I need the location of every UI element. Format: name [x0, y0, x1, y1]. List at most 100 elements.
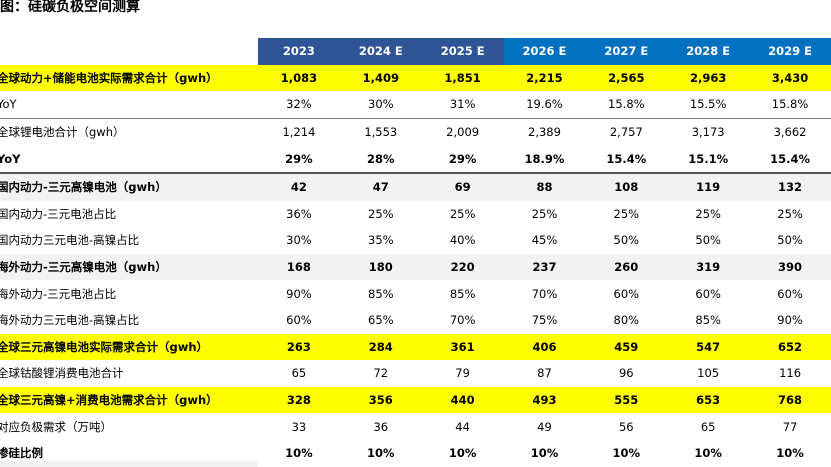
table-cell: 10%	[448, 446, 477, 461]
table-cell: 2,565	[585, 64, 668, 92]
table-cell: 32%	[286, 97, 312, 112]
table-cell: 47	[339, 171, 422, 201]
table-cell: 42	[258, 171, 340, 201]
column-header: 2025 E	[421, 38, 504, 65]
table-cell: 260	[585, 253, 668, 281]
table-cell: 1,409	[339, 64, 422, 92]
table-cell: 390	[749, 253, 831, 281]
table-cell: 31%	[449, 97, 476, 112]
table-cell: 3,173	[667, 117, 750, 146]
row-label: 全球钴酸锂消费电池合计	[0, 366, 124, 381]
row-label: 海外动力-三元高镍电池（gwh）	[0, 260, 167, 275]
table-cell: 547	[667, 333, 750, 361]
row-label: YoY	[0, 151, 21, 166]
table-cell: 2,389	[503, 117, 586, 146]
table-cell: 10%	[776, 446, 804, 461]
table-cell: 263	[258, 333, 340, 361]
table-cell: 361	[421, 333, 504, 361]
table-cell: 65%	[368, 313, 394, 328]
table-cell: 50%	[777, 233, 803, 248]
table-row: 全球锂电池合计（gwh） 1,214 1,553 2,009 2,389 2,7…	[0, 117, 831, 146]
table-cell: 10%	[285, 446, 313, 461]
table-cell: 25%	[695, 206, 721, 221]
table-cell: 132	[749, 171, 831, 201]
table-cell: 220	[421, 253, 504, 281]
table-cell: 459	[585, 333, 668, 361]
table-row: 对应负极需求（万吨） 33 36 44 49 56 65 77	[0, 413, 831, 440]
column-header: 2023	[258, 38, 340, 65]
table-cell: 1,553	[339, 117, 422, 146]
table-cell: 49	[537, 419, 552, 434]
table-cell: 60%	[777, 286, 803, 301]
table-row: 海外动力-三元电池占比 90% 85% 85% 70% 60% 60% 60%	[0, 280, 831, 307]
table-cell: 284	[339, 333, 422, 361]
column-header: 2024 E	[339, 38, 422, 65]
table-cell: 1,083	[258, 64, 340, 92]
data-table: 2023 2024 E 2025 E 2026 E 2027 E 2028 E …	[0, 38, 831, 467]
table-row: 国内动力-三元高镍电池（gwh） 42 47 69 88 108 119 132	[0, 171, 831, 201]
table-cell: 60%	[286, 313, 312, 328]
table-cell: 555	[585, 386, 668, 414]
table-cell: 2,757	[585, 117, 668, 146]
column-header: 2026 E	[503, 38, 586, 65]
table-cell: 70%	[449, 313, 476, 328]
table-cell: 15.4%	[606, 151, 647, 166]
table-cell: 85%	[368, 286, 394, 301]
table-cell: 70%	[531, 286, 558, 301]
table-cell: 79	[455, 366, 470, 381]
table-cell: 10%	[612, 446, 641, 461]
table-cell: 33	[291, 419, 307, 434]
table-cell: 108	[585, 171, 668, 201]
table-cell: 87	[537, 366, 552, 381]
row-label: 全球锂电池合计（gwh）	[0, 125, 125, 140]
table-cell: 19.6%	[526, 97, 563, 112]
table-cell: 768	[749, 386, 831, 414]
table-cell: 50%	[613, 233, 640, 248]
table-cell: 90%	[286, 286, 312, 301]
table-row: 掺硅比例 10% 10% 10% 10% 10% 10% 10%	[0, 440, 831, 467]
table-cell: 119	[667, 171, 750, 201]
table-cell: 319	[667, 253, 750, 281]
table-cell: 96	[618, 366, 634, 381]
table-row: YoY 32% 30% 31% 19.6% 15.8% 15.5% 15.8%	[0, 91, 831, 118]
table-row: 海外动力-三元高镍电池（gwh） 168 180 220 237 260 319…	[0, 253, 831, 281]
footer-shade	[0, 461, 258, 467]
table-cell: 36	[373, 419, 389, 434]
table-cell: 15.5%	[689, 97, 727, 112]
table-cell: 328	[258, 386, 340, 414]
table-cell: 180	[339, 253, 422, 281]
row-label: 全球三元高镍+消费电池需求合计（gwh）	[0, 393, 218, 408]
table-cell: 356	[339, 386, 422, 414]
table-cell: 653	[667, 386, 750, 414]
table-cell: 2,009	[421, 117, 504, 146]
table-cell: 2,215	[503, 64, 586, 92]
table-row: 全球三元高镍电池实际需求合计（gwh） 263 284 361 406 459 …	[0, 333, 831, 361]
table-cell: 10%	[367, 446, 395, 461]
table-cell: 3,430	[749, 64, 831, 92]
row-label: 海外动力三元电池-高镍占比	[0, 313, 140, 328]
table-cell: 75%	[531, 313, 558, 328]
table-cell: 25%	[777, 206, 803, 221]
table-row: 全球动力+储能电池实际需求合计（gwh） 1,083 1,409 1,851 2…	[0, 64, 831, 92]
table-row: 国内动力-三元电池占比 36% 25% 25% 25% 25% 25% 25%	[0, 201, 831, 228]
table-cell: 29%	[285, 151, 313, 166]
table-row: YoY 29% 28% 29% 18.9% 15.4% 15.1% 15.4%	[0, 145, 831, 173]
page-title: 图：硅碳负极空间测算	[0, 0, 140, 15]
table-cell: 30%	[286, 233, 312, 248]
table-cell: 35%	[368, 233, 394, 248]
table-cell: 44	[455, 419, 470, 434]
table-cell: 15.4%	[770, 151, 810, 166]
table-cell: 80%	[613, 313, 640, 328]
table-cell: 440	[421, 386, 504, 414]
table-cell: 25%	[531, 206, 558, 221]
table-cell: 36%	[286, 206, 312, 221]
table-cell: 69	[421, 171, 504, 201]
table-cell: 25%	[368, 206, 394, 221]
row-label: 海外动力-三元电池占比	[0, 286, 117, 301]
table-cell: 15.8%	[771, 97, 809, 112]
table-cell: 1,214	[258, 117, 340, 146]
table-cell: 56	[618, 419, 634, 434]
table-cell: 493	[503, 386, 586, 414]
table-cell: 65	[291, 366, 307, 381]
header-blank-cell	[0, 38, 259, 65]
